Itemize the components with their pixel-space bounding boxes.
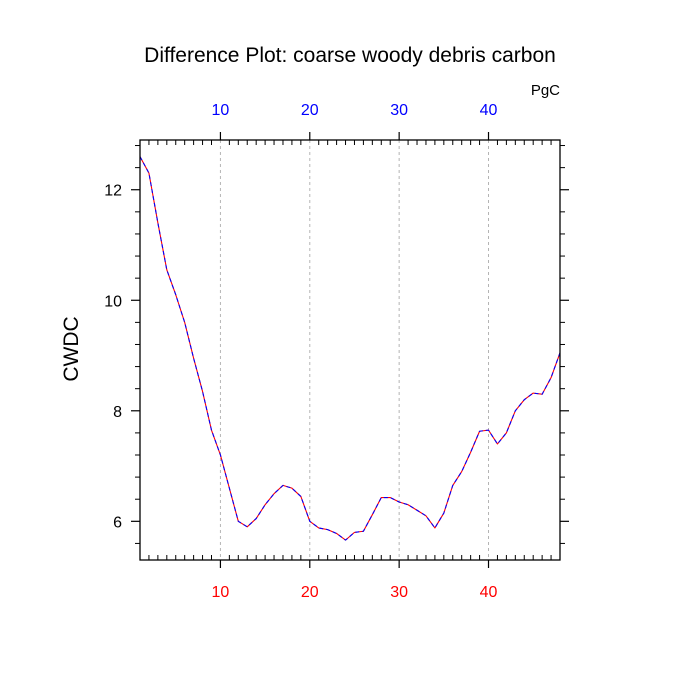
x-tick-label-bottom: 20 [301, 584, 319, 601]
plot-frame [139, 139, 561, 561]
x-tick-label-top: 10 [212, 102, 230, 119]
x-tick-label-bottom: 40 [480, 584, 498, 601]
y-tick-label: 10 [104, 293, 122, 310]
x-tick-label-bottom: 30 [390, 584, 408, 601]
y-tick-label: 6 [113, 514, 122, 531]
x-tick-label-top: 20 [301, 102, 319, 119]
y-tick-label: 8 [113, 404, 122, 421]
x-tick-label-top: 40 [480, 102, 498, 119]
grid-layer [219, 140, 490, 560]
series-layer [139, 156, 561, 541]
axes-layer: 10 10 20 20 30 30 40 40 6 8 10 12 [104, 102, 569, 601]
y-tick-label: 12 [104, 183, 122, 200]
series-line-dashed-0 [139, 156, 561, 541]
x-tick-label-bottom: 10 [212, 584, 230, 601]
y-axis-label: CWDC [60, 316, 83, 381]
x-tick-label-top: 30 [390, 102, 408, 119]
chart-title: Difference Plot: coarse woody debris car… [144, 44, 556, 67]
units-label: PgC [531, 82, 560, 99]
